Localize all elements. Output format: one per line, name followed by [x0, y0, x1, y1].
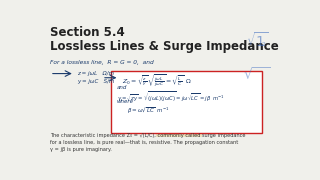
- Text: γ = jβ is pure imaginary.: γ = jβ is pure imaginary.: [50, 147, 112, 152]
- Text: $^2$: $^2$: [261, 41, 266, 50]
- FancyBboxPatch shape: [156, 132, 203, 137]
- Text: y = jωC   S/m: y = jωC S/m: [77, 79, 115, 84]
- Text: where: where: [117, 99, 134, 104]
- Text: The characteristic impedance Z₀ = √(L/C), commonly called surge impedance: The characteristic impedance Z₀ = √(L/C)…: [50, 133, 245, 138]
- FancyBboxPatch shape: [111, 71, 262, 133]
- Text: $Z_0 = \sqrt{\frac{z}{y}}\,\sqrt{\frac{j\omega L}{j\omega C}} = \sqrt{\frac{L}{C: $Z_0 = \sqrt{\frac{z}{y}}\,\sqrt{\frac{j…: [122, 72, 192, 89]
- Text: $\gamma = \sqrt{zy} = \sqrt{(j\omega L)(j\omega C)} = j\omega\sqrt{LC} = j\beta\: $\gamma = \sqrt{zy} = \sqrt{(j\omega L)(…: [117, 90, 225, 104]
- Text: z = jωL   Ω/m: z = jωL Ω/m: [77, 71, 114, 76]
- Text: Section 5.4: Section 5.4: [50, 26, 125, 39]
- Text: $\sqrt{\quad}$: $\sqrt{\quad}$: [243, 66, 271, 83]
- Text: and: and: [117, 85, 127, 90]
- Text: $\sqrt{1}$: $\sqrt{1}$: [246, 31, 268, 50]
- Text: For a lossless line,  R = G = 0,  and: For a lossless line, R = G = 0, and: [50, 60, 154, 65]
- Text: for a lossless line, is pure real—that is, resistive. The propagation constant: for a lossless line, is pure real—that i…: [50, 140, 238, 145]
- Text: Lossless Lines & Surge Impedance: Lossless Lines & Surge Impedance: [50, 40, 279, 53]
- Text: $\beta = \omega\sqrt{LC}\;\;m^{-1}$: $\beta = \omega\sqrt{LC}\;\;m^{-1}$: [127, 105, 169, 116]
